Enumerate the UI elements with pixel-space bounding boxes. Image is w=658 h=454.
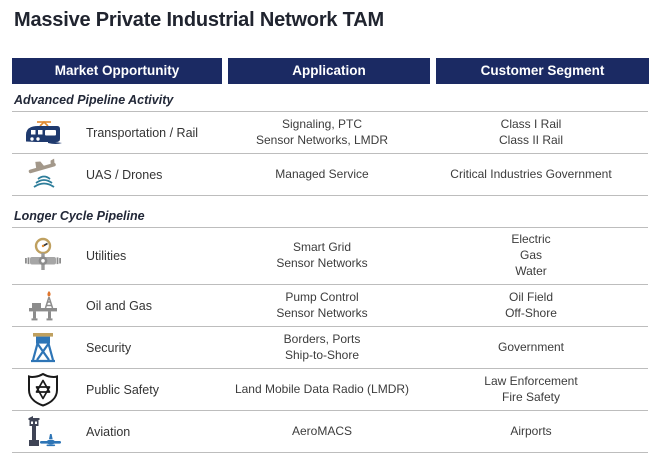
market-label: Public Safety	[86, 382, 159, 397]
train-icon	[20, 117, 66, 149]
table-row: Public Safety Land Mobile Data Radio (LM…	[12, 369, 648, 411]
market-label: Oil and Gas	[86, 298, 153, 313]
table-row: Aviation AeroMACS Airports	[12, 411, 648, 453]
gauge-pipe-icon	[20, 235, 66, 277]
market-label: Transportation / Rail	[86, 125, 199, 140]
page-title: Massive Private Industrial Network TAM	[14, 9, 384, 31]
application-cell: AeroMACS	[291, 423, 353, 438]
application-cell: Smart Grid Sensor Networks	[276, 240, 368, 270]
segment-cell: Oil Field Off-Shore	[505, 289, 557, 320]
application-cell: Borders, Ports Ship-to-Shore	[283, 331, 361, 362]
table-header-row: Market Opportunity Application Customer …	[12, 58, 658, 84]
control-tower-icon	[20, 414, 66, 450]
section-advanced-pipeline: Advanced Pipeline Activity	[12, 88, 648, 112]
segment-cell: Law Enforcement Fire Safety	[484, 373, 578, 404]
segment-cell: Airports	[510, 423, 552, 438]
header-market-opportunity: Market Opportunity	[12, 58, 222, 84]
section-longer-cycle: Longer Cycle Pipeline	[12, 196, 648, 228]
header-application: Application	[228, 58, 430, 84]
oil-rig-icon	[20, 288, 66, 324]
table-row: UAS / Drones Managed Service Critical In…	[12, 154, 648, 196]
table-row: Security Borders, Ports Ship-to-Shore Go…	[12, 327, 648, 369]
table-row: Utilities Smart Grid Sensor Networks Ele…	[12, 228, 648, 285]
application-cell: Pump Control Sensor Networks	[276, 289, 368, 320]
table-row: Transportation / Rail Signaling, PTC Sen…	[12, 112, 648, 154]
header-customer-segment: Customer Segment	[436, 58, 649, 84]
market-label: Aviation	[86, 424, 131, 439]
application-cell: Land Mobile Data Radio (LMDR)	[234, 381, 410, 396]
drone-icon	[20, 157, 66, 193]
tam-table: Advanced Pipeline Activity Transportatio…	[12, 88, 648, 453]
application-cell: Managed Service	[275, 166, 369, 181]
application-cell: Signaling, PTC Sensor Networks, LMDR	[255, 116, 389, 147]
watchtower-icon	[20, 330, 66, 366]
segment-cell: Critical Industries Government	[450, 166, 612, 181]
market-label: Utilities	[86, 249, 127, 263]
segment-cell: Electric Gas Water	[511, 232, 551, 278]
shield-star-icon	[20, 371, 66, 409]
market-label: UAS / Drones	[86, 167, 163, 182]
market-label: Security	[86, 340, 132, 355]
table-row: Oil and Gas Pump Control Sensor Networks…	[12, 285, 648, 327]
segment-cell: Government	[497, 339, 565, 354]
segment-cell: Class I Rail Class II Rail	[498, 116, 563, 147]
